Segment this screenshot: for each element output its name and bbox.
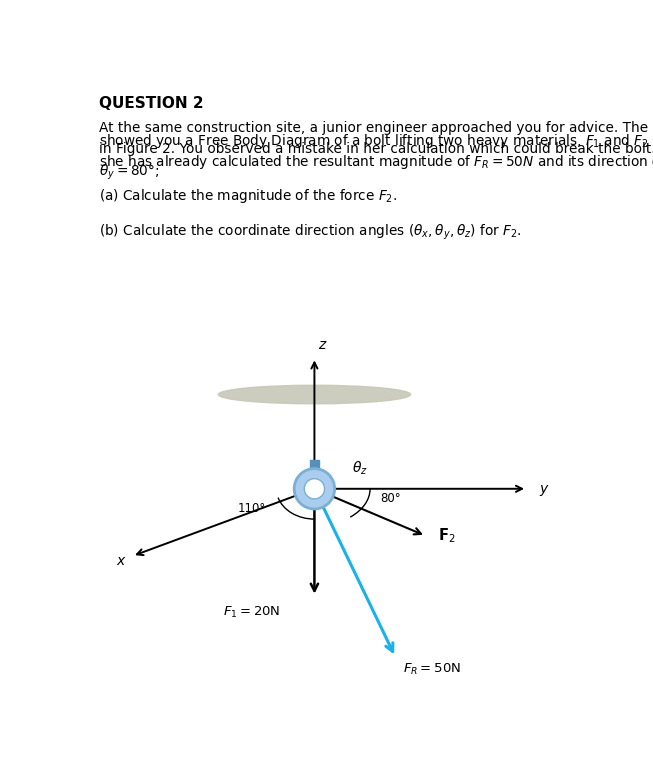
Text: 80°: 80° xyxy=(380,492,401,505)
Text: $\theta_y = 80°$;: $\theta_y = 80°$; xyxy=(99,163,159,183)
Text: $F_R = 50$N: $F_R = 50$N xyxy=(403,662,461,677)
Text: 110°: 110° xyxy=(238,502,266,515)
Text: $\theta_z$: $\theta_z$ xyxy=(353,460,368,477)
Text: QUESTION 2: QUESTION 2 xyxy=(99,97,204,111)
Text: x: x xyxy=(116,554,125,568)
Text: in Figure 2. You observed a mistake in her calculation which could break the bol: in Figure 2. You observed a mistake in h… xyxy=(99,142,653,156)
Text: $\mathbf{F}_2$: $\mathbf{F}_2$ xyxy=(438,527,456,546)
Ellipse shape xyxy=(295,469,335,509)
Ellipse shape xyxy=(218,385,411,404)
Text: (b) Calculate the coordinate direction angles $(\theta_x, \theta_y, \theta_z)$ f: (b) Calculate the coordinate direction a… xyxy=(99,223,522,242)
Text: $F_1 = 20$N: $F_1 = 20$N xyxy=(223,605,281,620)
Text: (a) Calculate the magnitude of the force $F_2$.: (a) Calculate the magnitude of the force… xyxy=(99,187,398,205)
Bar xyxy=(310,460,319,494)
Text: At the same construction site, a junior engineer approached you for advice. The : At the same construction site, a junior … xyxy=(99,121,653,135)
Text: showed you a Free Body Diagram of a bolt lifting two heavy materials, $F_1$ and : showed you a Free Body Diagram of a bolt… xyxy=(99,132,653,150)
Text: she has already calculated the resultant magnitude of $F_R = 50N$ and its direct: she has already calculated the resultant… xyxy=(99,153,653,170)
Text: z: z xyxy=(319,339,326,352)
Text: y: y xyxy=(539,482,548,495)
Ellipse shape xyxy=(304,479,325,499)
